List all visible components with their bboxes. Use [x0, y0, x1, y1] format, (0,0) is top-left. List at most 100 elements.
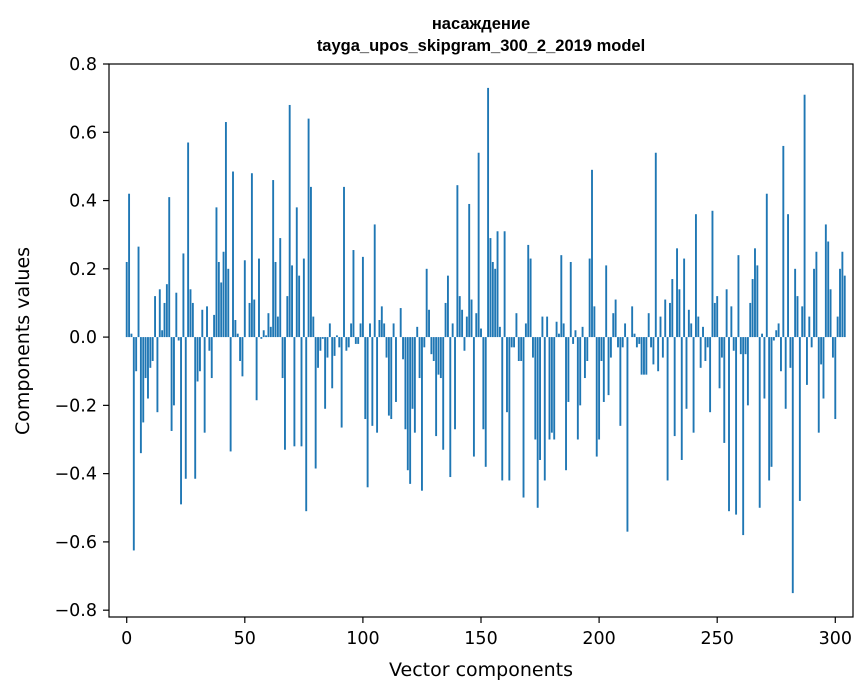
bar	[359, 323, 362, 338]
bar	[711, 210, 714, 338]
bar	[803, 94, 806, 338]
bar	[583, 337, 586, 379]
x-tick-label: 250	[700, 629, 733, 649]
bar	[357, 337, 360, 344]
bar	[180, 337, 182, 505]
bar	[364, 337, 367, 420]
bar	[234, 320, 237, 338]
bar	[267, 313, 270, 338]
bar	[817, 337, 820, 433]
bar	[822, 337, 825, 399]
bar	[461, 309, 464, 338]
bar	[720, 337, 723, 358]
bar	[484, 337, 487, 467]
bar	[602, 337, 605, 402]
bar	[510, 337, 513, 348]
bar	[831, 337, 834, 358]
bar	[373, 224, 376, 338]
bar	[378, 320, 381, 338]
bar	[524, 323, 527, 338]
bar	[735, 337, 738, 515]
bar	[621, 337, 624, 348]
bar	[194, 337, 197, 479]
bar	[756, 265, 759, 338]
bar	[652, 337, 655, 365]
bar	[333, 337, 336, 356]
bar	[385, 337, 388, 358]
bar	[170, 337, 173, 431]
bar	[139, 337, 142, 454]
bar	[206, 306, 208, 338]
bar	[319, 337, 322, 351]
bar	[158, 289, 161, 338]
bar	[841, 251, 844, 338]
bar	[730, 306, 733, 338]
bar	[317, 337, 319, 368]
bar	[725, 289, 728, 338]
bar	[784, 337, 787, 409]
bar	[635, 337, 638, 348]
bar	[130, 333, 133, 338]
bar	[345, 337, 348, 351]
bar	[614, 299, 617, 338]
bar	[692, 337, 695, 433]
bar	[685, 337, 688, 409]
bar	[465, 316, 468, 338]
bar	[640, 337, 643, 375]
bar	[163, 302, 166, 338]
bar	[135, 337, 138, 372]
bar	[758, 337, 761, 508]
bar	[824, 224, 827, 338]
bar	[442, 337, 445, 450]
bar	[418, 337, 421, 379]
bar	[787, 214, 789, 338]
bar	[262, 330, 265, 338]
bar	[716, 296, 719, 338]
bar	[260, 337, 263, 339]
bar	[328, 323, 331, 338]
bar	[361, 256, 364, 338]
bar	[198, 337, 201, 372]
bar	[321, 337, 324, 339]
bar	[312, 316, 315, 338]
x-axis-label: Vector components	[389, 659, 573, 681]
bar	[791, 337, 794, 594]
bar	[191, 302, 194, 338]
bar	[472, 337, 475, 457]
bar	[477, 152, 480, 338]
bar	[253, 299, 256, 338]
bar	[607, 337, 610, 396]
bar	[243, 260, 246, 338]
bar	[326, 337, 329, 358]
bar	[508, 337, 511, 481]
bar	[808, 316, 811, 338]
bar	[444, 302, 447, 338]
bar	[661, 337, 664, 358]
y-tick-label: −0.2	[55, 396, 98, 416]
bar	[314, 337, 317, 469]
bar	[496, 231, 499, 338]
bar	[659, 316, 662, 338]
bar	[728, 337, 730, 512]
bar	[798, 337, 801, 501]
bar	[713, 302, 716, 338]
bar	[806, 337, 808, 385]
bar	[548, 337, 551, 440]
bar	[520, 337, 523, 361]
bar	[392, 323, 395, 338]
x-tick-label: 100	[346, 629, 379, 649]
bar	[746, 337, 749, 406]
bar	[217, 261, 220, 338]
bar	[749, 302, 752, 338]
bar	[536, 337, 539, 508]
x-tick-label: 150	[464, 629, 497, 649]
y-tick-label: 0.2	[69, 260, 97, 280]
bar	[801, 306, 804, 338]
bar	[487, 87, 490, 338]
bar	[142, 337, 145, 423]
bar	[843, 275, 846, 338]
bar	[815, 251, 818, 338]
bar	[671, 279, 674, 338]
bar	[144, 337, 147, 379]
